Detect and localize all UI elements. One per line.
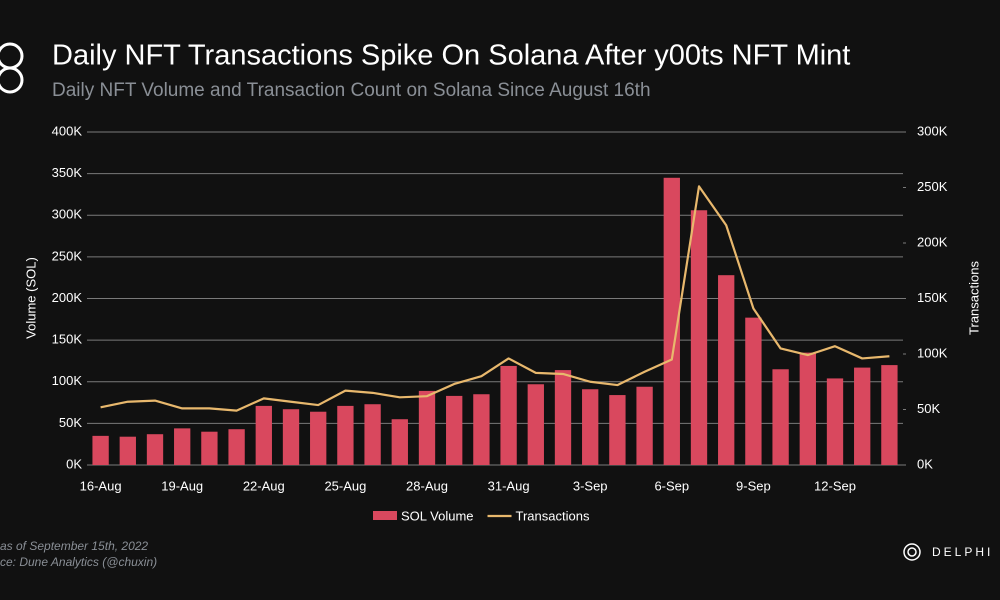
y2-axis-title: Transactions xyxy=(966,261,981,335)
bar xyxy=(745,317,762,465)
legend-label: SOL Volume xyxy=(401,508,474,523)
line xyxy=(100,185,890,412)
bar xyxy=(282,409,300,465)
x-tick-label: 16-Aug xyxy=(80,478,122,493)
bar xyxy=(364,404,381,465)
footnote: as of September 15th, 2022 xyxy=(0,539,148,553)
x-tick-label: 6-Sep xyxy=(654,478,689,493)
y2-tick-label: 200K xyxy=(917,234,948,249)
x-tick-label: 28-Aug xyxy=(406,478,448,493)
bar xyxy=(663,177,680,465)
chart-title: Daily NFT Transactions Spike On Solana A… xyxy=(52,40,850,72)
bar xyxy=(881,365,898,465)
bar xyxy=(92,435,109,465)
bar xyxy=(718,275,735,465)
y2-tick-label: 50K xyxy=(917,401,940,416)
bar xyxy=(854,367,871,465)
bar xyxy=(527,384,544,465)
legend-label: Transactions xyxy=(516,508,590,523)
bar xyxy=(582,389,599,465)
y2-tick-label: 0K xyxy=(917,456,933,471)
bar xyxy=(228,429,245,465)
y-tick-label: 150K xyxy=(52,332,83,347)
bar xyxy=(310,411,327,465)
brand: DELPHI D xyxy=(932,545,1000,559)
bar xyxy=(690,210,708,465)
y2-tick-label: 100K xyxy=(917,345,948,360)
bar xyxy=(473,394,490,465)
x-tick-label: 3-Sep xyxy=(573,478,608,493)
bar xyxy=(337,405,354,465)
bar xyxy=(119,436,136,465)
y-tick-label: 350K xyxy=(52,165,83,180)
footnote: ce: Dune Analytics (@chuxin) xyxy=(0,555,157,569)
y2-tick-label: 300K xyxy=(917,123,948,138)
x-tick-label: 12-Sep xyxy=(814,478,856,493)
x-tick-label: 19-Aug xyxy=(161,478,203,493)
y2-tick-label: 150K xyxy=(917,290,948,305)
bar xyxy=(500,365,517,465)
bar xyxy=(418,390,436,465)
x-tick-label: 31-Aug xyxy=(488,478,530,493)
y-axis-title: Volume (SOL) xyxy=(23,257,38,339)
brand-logo xyxy=(903,543,921,561)
bar xyxy=(636,386,653,465)
y-tick-label: 0K xyxy=(66,456,82,471)
bar xyxy=(609,395,626,465)
y-tick-label: 50K xyxy=(59,415,82,430)
bar xyxy=(391,419,408,465)
bar xyxy=(201,431,218,465)
logo xyxy=(0,42,24,94)
x-tick-label: 22-Aug xyxy=(243,478,285,493)
y-tick-label: 250K xyxy=(52,248,83,263)
bar xyxy=(826,378,844,465)
bar xyxy=(799,352,816,465)
bar xyxy=(446,395,463,465)
bar xyxy=(772,369,789,465)
y-tick-label: 200K xyxy=(52,290,83,305)
bar xyxy=(554,370,572,465)
y-tick-label: 100K xyxy=(52,373,83,388)
bar xyxy=(174,428,191,465)
y2-tick-label: 250K xyxy=(917,179,948,194)
bar xyxy=(255,405,272,465)
chart-subtitle: Daily NFT Volume and Transaction Count o… xyxy=(52,80,651,101)
y-tick-label: 300K xyxy=(52,207,83,222)
x-tick-label: 9-Sep xyxy=(736,478,771,493)
bar xyxy=(146,434,164,465)
y-tick-label: 400K xyxy=(52,123,83,138)
legend-swatch xyxy=(373,511,397,520)
x-tick-label: 25-Aug xyxy=(324,478,366,493)
